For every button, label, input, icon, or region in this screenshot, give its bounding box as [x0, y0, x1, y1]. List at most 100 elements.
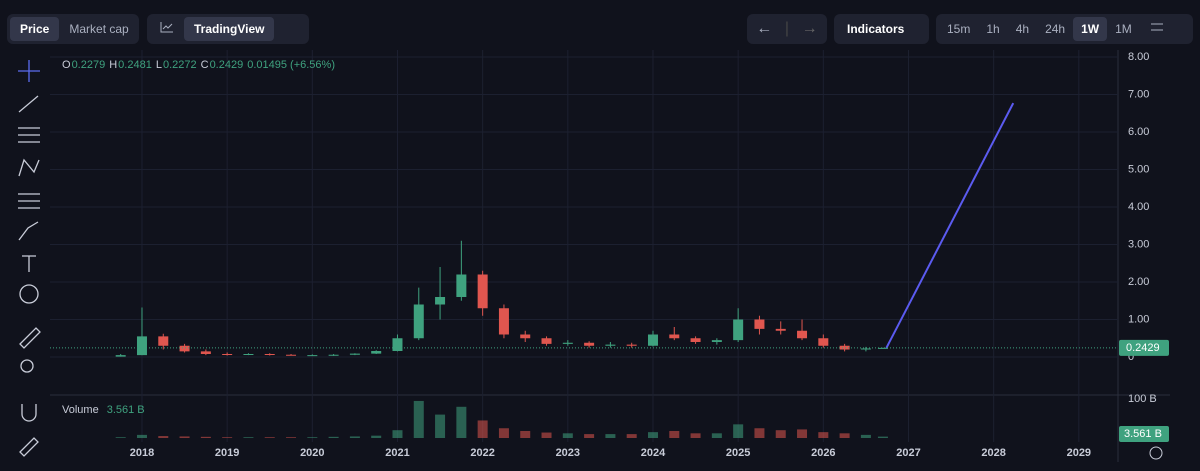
y-tick-label: 2.00 — [1128, 276, 1149, 288]
legend-change: 0.01495 (+6.56%) — [247, 59, 335, 71]
interval-button[interactable]: 15m — [947, 22, 971, 36]
y-tick-label: 1.00 — [1128, 313, 1149, 325]
separator: | — [784, 20, 790, 37]
ruler-tool[interactable] — [19, 327, 41, 349]
candle-body — [860, 348, 871, 350]
forward-button[interactable]: → — [801, 20, 818, 37]
fib-tool[interactable] — [18, 127, 40, 143]
volume-bar — [690, 433, 701, 438]
candle-body — [328, 354, 339, 356]
candle-body — [839, 345, 850, 350]
tool-bar — [18, 60, 41, 457]
x-tick-label: 2018 — [130, 447, 154, 459]
crosshair-tool[interactable] — [18, 60, 40, 82]
x-tick-label: 2021 — [385, 447, 409, 459]
legend-key: C — [201, 59, 209, 71]
x-tick-label: 2022 — [470, 447, 494, 459]
volume-bar — [456, 406, 467, 438]
volume-bar — [498, 428, 509, 438]
volume-bar — [264, 437, 275, 438]
volume-bar — [307, 437, 318, 438]
volume-bar — [775, 430, 786, 438]
settings-button[interactable] — [1140, 17, 1174, 41]
x-tick-label: 2025 — [726, 447, 750, 459]
candle-body — [562, 342, 573, 344]
candle-body — [349, 353, 360, 355]
trend-tool[interactable] — [18, 95, 39, 113]
line-chart-button[interactable] — [150, 17, 184, 41]
candle-body — [392, 338, 403, 351]
text-tool[interactable] — [22, 255, 36, 272]
interval-button[interactable]: 4h — [1015, 22, 1030, 36]
candle-body — [136, 336, 147, 356]
line-icon — [160, 22, 173, 33]
emoji-tool[interactable] — [19, 284, 39, 304]
volume-bar — [328, 436, 339, 438]
volume-value: 3.561 B — [107, 404, 145, 416]
candle-body — [754, 319, 765, 329]
settings-icon — [1150, 23, 1163, 31]
volume-bar — [818, 432, 829, 438]
y-tick-label: 8.00 — [1128, 51, 1149, 63]
candle-body — [371, 351, 382, 354]
candle-body — [690, 338, 701, 342]
y-tick-label: 5.00 — [1128, 163, 1149, 175]
legend-value: 0.2279 — [72, 59, 106, 71]
legend-key: L — [156, 59, 162, 71]
legend-key: O — [62, 59, 71, 71]
market-cap-button[interactable]: Market cap — [69, 22, 129, 36]
last-price-tag — [1119, 339, 1169, 356]
x-tick-label: 2027 — [896, 447, 920, 459]
tradingview-button[interactable]: TradingView — [184, 17, 275, 41]
legend-value: 0.2481 — [118, 59, 152, 71]
legend-value: 0.2272 — [163, 59, 197, 71]
volume-bar — [839, 433, 850, 438]
candle-body — [669, 334, 680, 339]
indicators-button[interactable]: Indicators — [847, 22, 905, 36]
nav-group: ← | → — [747, 14, 827, 44]
interval-button[interactable]: 1M — [1115, 22, 1132, 36]
candle-body — [877, 347, 888, 349]
y-tick-label: 4.00 — [1128, 201, 1149, 213]
lock-tool[interactable] — [19, 437, 39, 457]
interval-button[interactable]: 1W — [1073, 17, 1108, 41]
x-tick-label: 2024 — [641, 447, 666, 459]
volume-bar — [754, 428, 765, 438]
volume-bar — [200, 436, 211, 438]
interval-button[interactable]: 24h — [1045, 22, 1066, 36]
volume-bar — [647, 432, 658, 438]
candle-body — [115, 355, 126, 357]
x-tick-label: 2019 — [215, 447, 239, 459]
volume-bar — [626, 434, 637, 438]
volume-bar — [520, 430, 531, 438]
y-tick-label: 6.00 — [1128, 126, 1149, 138]
interval-button[interactable]: 1h — [986, 22, 1000, 36]
candle-body — [520, 334, 531, 339]
trend-line — [885, 102, 1015, 349]
last-price-label: 0.2429 — [1126, 342, 1160, 354]
zoom-tool[interactable] — [20, 359, 34, 373]
pattern-tool[interactable] — [18, 158, 40, 177]
volume-tick-label: 100 B — [1128, 393, 1157, 405]
candle-body — [775, 328, 786, 331]
volume-bar — [669, 430, 680, 438]
x-tick-label: 2026 — [811, 447, 835, 459]
price-button[interactable]: Price — [10, 17, 60, 41]
y-tick-label: 0 — [1128, 351, 1134, 363]
candle-body — [435, 297, 446, 305]
candle-body — [264, 354, 275, 355]
candle-body — [200, 351, 211, 354]
back-button[interactable]: ← — [756, 20, 773, 37]
candle-body — [498, 308, 509, 335]
y-tick-label: 3.00 — [1128, 238, 1149, 250]
candle-body — [307, 355, 318, 357]
x-tick-label: 2020 — [300, 447, 324, 459]
candle-body — [647, 334, 658, 346]
candle-body — [797, 330, 808, 339]
projection-tool[interactable] — [18, 193, 40, 209]
magnet-tool[interactable] — [21, 404, 37, 422]
volume-bar — [605, 434, 616, 438]
brush-tool[interactable] — [18, 221, 39, 241]
volume-tag-label: 3.561 B — [1124, 428, 1162, 440]
